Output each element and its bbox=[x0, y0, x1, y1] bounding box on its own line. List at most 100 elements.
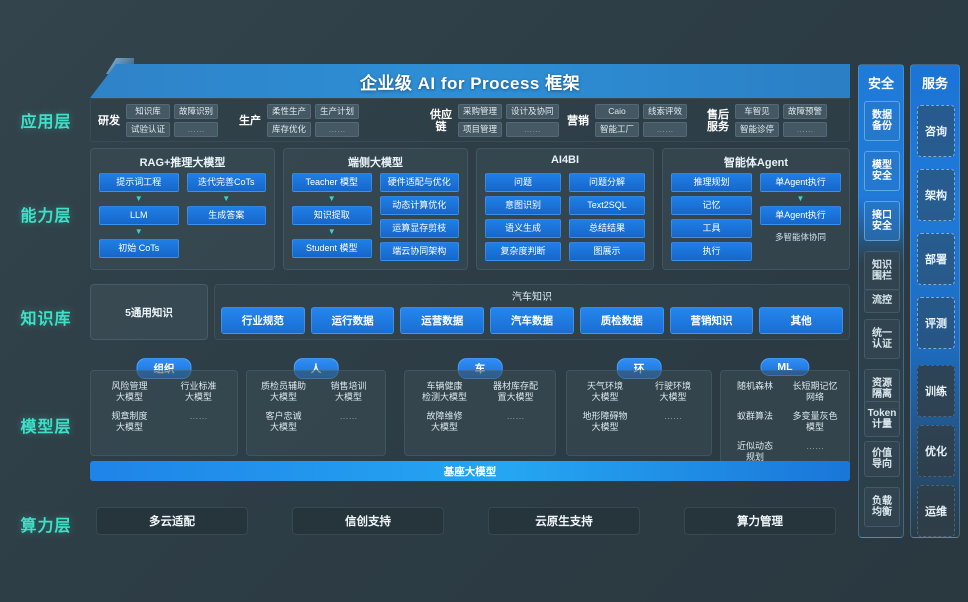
model-item[interactable]: 多变量灰色 模型 bbox=[792, 411, 838, 432]
service-item[interactable]: 训练 bbox=[917, 365, 955, 417]
capability-node[interactable]: 硬件适配与优化 bbox=[379, 173, 459, 192]
app-group-4[interactable]: 营销 Caio 智能工厂 线索评效 …… bbox=[565, 104, 688, 137]
model-group-3[interactable]: 车车辆健康 检测大模型 器材库存配 置大模型 故障维修 大模型…… bbox=[404, 358, 556, 456]
security-item[interactable]: 模型 安全 bbox=[864, 151, 900, 191]
knowledge-chip[interactable]: 营销知识 bbox=[669, 307, 754, 334]
capability-node[interactable]: 动态计算优化 bbox=[379, 196, 459, 215]
capability-node[interactable]: 迭代完善CoTs bbox=[186, 173, 266, 192]
security-item[interactable]: 流控 bbox=[864, 289, 900, 313]
capability-box-4[interactable]: 智能体Agent 推理规划 记忆 工具 执行 单Agent执行 ▼ 单Agent执行 多智能体协… bbox=[662, 148, 850, 270]
app-cell[interactable]: 车智见 bbox=[735, 104, 780, 119]
model-group-1[interactable]: 组织 风险管理 大模型 行业标准 大模型 规章制度 大模型…… bbox=[90, 358, 238, 456]
model-item[interactable]: 长短期记忆 网络 bbox=[792, 381, 838, 402]
capability-node[interactable]: 执行 bbox=[671, 242, 752, 261]
service-item[interactable]: 运维 bbox=[917, 485, 955, 537]
knowledge-chip[interactable]: 汽车数据 bbox=[490, 307, 574, 334]
model-item[interactable]: 地形障碍物 大模型 bbox=[582, 411, 628, 432]
security-item[interactable]: Token 计量 bbox=[864, 401, 900, 437]
knowledge-chip[interactable]: 质检数据 bbox=[579, 307, 664, 334]
compute-chip[interactable]: 信创支持 bbox=[292, 507, 444, 535]
capability-box-2[interactable]: 端侧大模型 Teacher 模型 ▼ 知识提取 ▼ Student 模型 硬件适配与优化 动态… bbox=[283, 148, 468, 270]
model-item[interactable]: …… bbox=[339, 411, 358, 421]
app-cell[interactable]: …… bbox=[783, 122, 828, 137]
app-cell[interactable]: 生产计划 bbox=[315, 104, 360, 119]
compute-chip[interactable]: 多云适配 bbox=[96, 507, 248, 535]
base-model-bar[interactable]: 基座大模型 bbox=[90, 461, 850, 481]
capability-node[interactable]: 问题分解 bbox=[569, 173, 645, 192]
capability-node[interactable]: 单Agent执行 bbox=[760, 206, 841, 225]
model-item[interactable]: …… bbox=[806, 441, 824, 451]
model-item[interactable]: 行业标准 大模型 bbox=[180, 381, 217, 402]
capability-node[interactable]: 端云协同架构 bbox=[379, 242, 459, 261]
capability-node[interactable]: Text2SQL bbox=[569, 196, 645, 215]
app-cell[interactable]: 故障预警 bbox=[783, 104, 828, 119]
model-item[interactable]: …… bbox=[506, 411, 525, 421]
capability-node[interactable]: 初始 CoTs bbox=[99, 239, 179, 258]
model-item[interactable]: 行驶环境 大模型 bbox=[654, 381, 691, 402]
service-item[interactable]: 优化 bbox=[917, 425, 955, 477]
knowledge-chip[interactable]: 行业规范 bbox=[221, 307, 305, 334]
model-item[interactable]: 车辆健康 检测大模型 bbox=[421, 381, 467, 402]
model-item[interactable]: 天气环境 大模型 bbox=[586, 381, 623, 402]
security-item[interactable]: 接口 安全 bbox=[864, 201, 900, 241]
app-cell[interactable]: 故障识别 bbox=[174, 104, 219, 119]
app-cell[interactable]: …… bbox=[643, 122, 688, 137]
knowledge-chip[interactable]: 运营数据 bbox=[400, 307, 485, 334]
capability-node[interactable]: Teacher 模型 bbox=[292, 173, 372, 192]
capability-node[interactable]: 总结结果 bbox=[569, 219, 645, 238]
security-item[interactable]: 知识 围栏 bbox=[864, 251, 900, 291]
app-cell[interactable]: …… bbox=[174, 122, 219, 137]
app-cell[interactable]: 采购管理 bbox=[458, 104, 503, 119]
app-cell[interactable]: Caio bbox=[595, 104, 640, 119]
capability-node[interactable]: 复杂度判断 bbox=[485, 242, 561, 261]
compute-chip[interactable]: 算力管理 bbox=[684, 507, 836, 535]
model-item[interactable]: 风险管理 大模型 bbox=[111, 381, 148, 402]
capability-node[interactable]: 图展示 bbox=[569, 242, 645, 261]
model-item[interactable]: 质检员辅助 大模型 bbox=[260, 381, 306, 402]
capability-node[interactable]: Student 模型 bbox=[292, 239, 372, 258]
model-group-2[interactable]: 人质检员辅助 大模型 销售培训 大模型 客户忠诚 大模型…… bbox=[246, 358, 386, 456]
app-cell[interactable]: 项目管理 bbox=[458, 122, 503, 137]
model-item[interactable]: 故障维修 大模型 bbox=[426, 411, 463, 432]
app-group-5[interactable]: 售后服务 车智见 智能诊停 故障预警 …… bbox=[705, 104, 828, 137]
service-item[interactable]: 评测 bbox=[917, 297, 955, 349]
app-group-1[interactable]: 研发 知识库 试验认证 故障识别 …… bbox=[96, 104, 219, 137]
capability-node[interactable]: 单Agent执行 bbox=[760, 173, 841, 192]
capability-node[interactable]: 生成答案 bbox=[186, 206, 266, 225]
security-item[interactable]: 数据 备份 bbox=[864, 101, 900, 141]
model-item[interactable]: 蚁群算法 bbox=[736, 411, 773, 421]
model-item[interactable]: 客户忠诚 大模型 bbox=[265, 411, 302, 432]
knowledge-chip[interactable]: 其他 bbox=[759, 307, 844, 334]
security-item[interactable]: 统一 认证 bbox=[864, 319, 900, 359]
capability-node[interactable]: 推理规划 bbox=[671, 173, 752, 192]
model-item[interactable]: …… bbox=[664, 411, 682, 421]
model-item[interactable]: 近似动态 规划 bbox=[736, 441, 773, 462]
compute-chip[interactable]: 云原生支持 bbox=[488, 507, 640, 535]
capability-node[interactable]: 问题 bbox=[485, 173, 561, 192]
capability-node[interactable]: LLM bbox=[99, 206, 179, 225]
model-group-5[interactable]: ML 随机森林 长短期记忆 网络 蚁群算法 多变量灰色 模型 近似动态 规划…… bbox=[720, 358, 850, 478]
app-cell[interactable]: 线索评效 bbox=[643, 104, 688, 119]
capability-node[interactable]: 记忆 bbox=[671, 196, 752, 215]
app-group-2[interactable]: 生产 柔性生产 库存优化 生产计划 …… bbox=[237, 104, 360, 137]
app-cell[interactable]: 智能工厂 bbox=[595, 122, 640, 137]
capability-node[interactable]: 意图识别 bbox=[485, 196, 561, 215]
service-item[interactable]: 架构 bbox=[917, 169, 955, 221]
app-cell[interactable]: 试验认证 bbox=[126, 122, 171, 137]
capability-node[interactable]: 工具 bbox=[671, 219, 752, 238]
capability-box-1[interactable]: RAG+推理大模型 提示词工程 ▼ LLM ▼ 初始 CoTs 迭代完善CoTs ▼ 生成答案 bbox=[90, 148, 275, 270]
app-cell[interactable]: …… bbox=[506, 122, 559, 137]
app-cell[interactable]: …… bbox=[315, 122, 360, 137]
knowledge-general-card[interactable]: 5通用知识 bbox=[90, 284, 208, 340]
app-group-3[interactable]: 供应链 采购管理 项目管理 设计及协同 …… bbox=[428, 104, 559, 137]
app-cell[interactable]: 库存优化 bbox=[267, 122, 312, 137]
model-item[interactable]: 规章制度 大模型 bbox=[111, 411, 148, 432]
capability-node[interactable]: 语义生成 bbox=[485, 219, 561, 238]
capability-node[interactable]: 提示词工程 bbox=[99, 173, 179, 192]
capability-node[interactable]: 知识提取 bbox=[292, 206, 372, 225]
knowledge-chip[interactable]: 运行数据 bbox=[310, 307, 395, 334]
service-item[interactable]: 咨询 bbox=[917, 105, 955, 157]
service-item[interactable]: 部署 bbox=[917, 233, 955, 285]
model-group-4[interactable]: 环天气环境 大模型 行驶环境 大模型 地形障碍物 大模型…… bbox=[566, 358, 712, 456]
security-item[interactable]: 负载 均衡 bbox=[864, 487, 900, 527]
